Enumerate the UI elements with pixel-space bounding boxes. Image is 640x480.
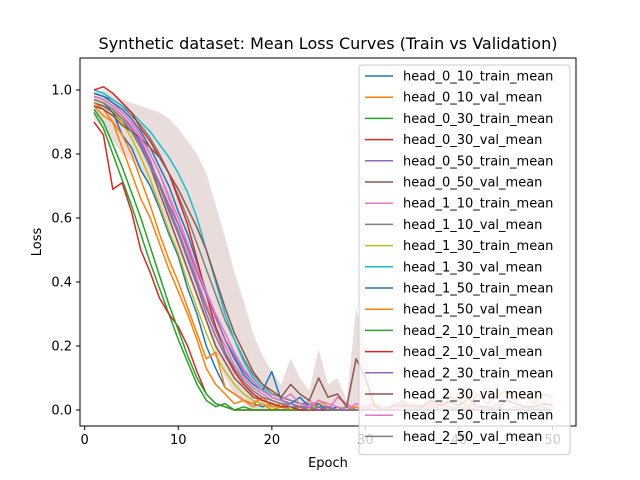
legend: head_0_10_train_mean head_0_10_val_meanhe…	[358, 64, 571, 456]
plot-frame	[79, 57, 577, 427]
y-tick-label: 0.4	[51, 276, 72, 291]
y-tick-label: 0.2	[51, 340, 72, 355]
legend-box	[358, 64, 571, 456]
legend-label: head_0_50_val_mean	[403, 176, 542, 191]
y-tick-label: 0.8	[51, 148, 72, 163]
x-tick-label: 10	[170, 433, 187, 448]
y-tick-label: 1.0	[51, 84, 72, 99]
chart-title: Synthetic dataset: Mean Loss Curves (Tra…	[99, 34, 558, 53]
y-axis-label: Loss	[30, 228, 45, 257]
legend-label: head_0_30_val_mean	[403, 133, 542, 148]
legend-label: head_2_10_val_mean	[403, 345, 542, 360]
uncertainty-band	[94, 90, 553, 410]
legend-label: head_2_50_val_mean	[403, 430, 542, 445]
legend-label: head_1_10_val_mean	[403, 218, 542, 233]
legend-label: head_0_30_train_mean	[403, 112, 553, 127]
legend-label: head_1_30_val_mean	[403, 260, 542, 275]
y-axis: 0.0 0.2 0.4 0.6 0.8 1.0	[51, 84, 80, 419]
legend-label: head_1_50_train_mean	[403, 282, 553, 297]
y-tick-label: 0.6	[51, 212, 72, 227]
x-tick-label: 0	[81, 433, 89, 448]
legend-label: head_0_50_train_mean	[403, 154, 553, 169]
legend-label: head_1_30_train_mean	[403, 239, 553, 254]
legend-label: head_2_10_train_mean	[403, 324, 553, 339]
legend-label: head_2_30_train_mean	[403, 366, 553, 381]
legend-label: head_2_50_train_mean	[403, 409, 553, 424]
legend-label: head_0_10_val_mean	[403, 91, 542, 106]
legend-label: head_0_10_train_mean	[403, 70, 553, 85]
legend-label: head_1_50_val_mean	[403, 303, 542, 318]
x-axis-label: Epoch	[308, 456, 348, 471]
legend-label: head_1_10_train_mean	[403, 197, 553, 212]
legend-label: head_2_30_val_mean	[403, 388, 542, 403]
x-tick-label: 20	[264, 433, 281, 448]
y-tick-label: 0.0	[51, 404, 72, 419]
